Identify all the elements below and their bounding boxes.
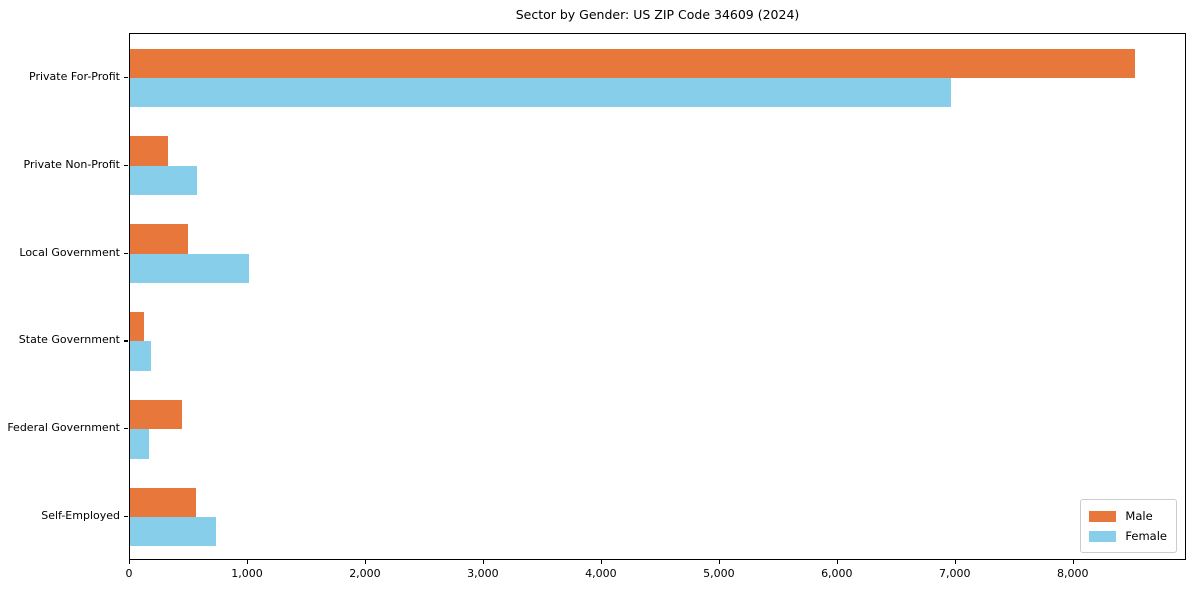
y-tick xyxy=(124,76,128,79)
y-tick xyxy=(124,252,128,254)
legend: Male Female xyxy=(1080,499,1177,553)
x-tick xyxy=(129,560,131,564)
x-tick xyxy=(1072,560,1074,564)
y-tick-label-local-government: Local Government xyxy=(19,245,120,259)
bar-male-local-government xyxy=(130,224,188,254)
y-tick-label-state-government: State Government xyxy=(18,333,120,347)
bar-male-federal-government xyxy=(130,399,182,430)
y-tick xyxy=(124,428,128,430)
bar-female-local-government xyxy=(130,253,250,283)
y-tick xyxy=(124,164,128,166)
legend-entry-female: Female xyxy=(1089,526,1167,546)
y-tick-label-private-non-profit: Private Non-Profit xyxy=(23,157,120,171)
y-tick-label-self-employed: Self-Employed xyxy=(41,509,120,523)
legend-swatch-male xyxy=(1089,510,1117,522)
legend-label-female: Female xyxy=(1125,529,1167,543)
bar-male-state-government xyxy=(130,312,145,342)
bar-female-state-government xyxy=(130,341,152,371)
x-tick xyxy=(954,560,956,564)
bar-female-self-employed xyxy=(130,517,217,547)
x-tick xyxy=(718,560,721,564)
legend-swatch-female xyxy=(1089,530,1117,542)
x-tick-label-2-000: 2,000 xyxy=(349,567,381,580)
x-tick-label-7-000: 7,000 xyxy=(939,567,971,580)
bar-male-private-non-profit xyxy=(130,136,168,166)
plot-area: Male Female xyxy=(129,33,1186,560)
x-tick xyxy=(600,560,603,564)
x-tick xyxy=(364,560,367,564)
x-tick-label-3-000: 3,000 xyxy=(467,567,499,580)
bar-female-private-non-profit xyxy=(130,165,198,196)
x-tick xyxy=(482,560,485,564)
bar-male-self-employed xyxy=(130,487,197,518)
bar-male-private-for-profit xyxy=(130,48,1136,78)
bar-female-federal-government xyxy=(130,429,149,459)
x-tick-label-8-000: 8,000 xyxy=(1057,567,1089,580)
legend-entry-male: Male xyxy=(1089,506,1167,526)
x-tick xyxy=(836,560,838,564)
y-tick xyxy=(124,516,128,518)
y-tick-label-federal-government: Federal Government xyxy=(7,421,120,435)
bar-female-private-for-profit xyxy=(130,77,952,108)
y-tick xyxy=(124,340,128,342)
x-tick-label-4-000: 4,000 xyxy=(585,567,617,580)
y-tick-label-private-for-profit: Private For-Profit xyxy=(29,69,120,83)
x-tick-label-1-000: 1,000 xyxy=(231,567,263,580)
x-tick-label-0: 0 xyxy=(125,567,133,580)
x-tick-label-5-000: 5,000 xyxy=(703,567,735,580)
legend-label-male: Male xyxy=(1125,509,1153,523)
chart-title: Sector by Gender: US ZIP Code 34609 (202… xyxy=(515,7,800,22)
x-tick-label-6-000: 6,000 xyxy=(821,567,853,580)
x-tick xyxy=(246,560,249,564)
